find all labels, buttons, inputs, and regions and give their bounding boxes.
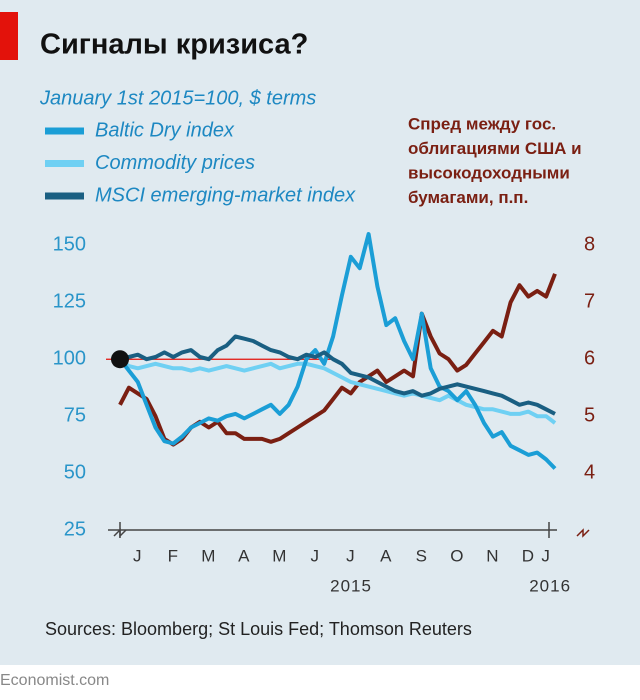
x-tick-label: J [133, 546, 143, 565]
annotation-line: облигациями США и [408, 139, 582, 158]
series-line [119, 334, 556, 416]
source: Sources: Bloomberg; St Louis Fed; Thomso… [45, 619, 472, 639]
x-tick-label: F [168, 546, 179, 565]
x-tick-label: J [346, 546, 356, 565]
series-line [118, 232, 557, 470]
y-tick-label: 100 [53, 348, 86, 370]
base-point [111, 350, 129, 369]
subtitle: January 1st 2015=100, $ terms [39, 87, 316, 109]
x-tick-label: O [450, 546, 464, 565]
y2-tick-label: 8 [584, 234, 595, 256]
x-tick-label: D [522, 546, 535, 565]
annotation-line: высокодоходными [408, 163, 570, 182]
legend-label: MSCI emerging-market index [95, 184, 356, 206]
annotation: Спред между гос. облигациями США и высокод… [408, 114, 582, 207]
axis-break [576, 528, 590, 538]
annotation-line: бумагами, п.п. [408, 188, 528, 207]
year-label: 2015 [330, 576, 372, 595]
footer: Economist.com [0, 672, 109, 689]
y-tick-label: 75 [64, 404, 86, 426]
y-tick-label: 25 [64, 518, 86, 540]
x-tick-label: M [272, 546, 287, 565]
legend-label: Commodity prices [95, 152, 255, 174]
y-tick-label: 150 [53, 234, 86, 256]
x-tick-label: J [541, 546, 551, 565]
x-tick-label: A [238, 546, 250, 565]
x-tick-label: S [416, 546, 428, 565]
series-line [118, 357, 557, 425]
y-tick-label: 50 [64, 461, 86, 483]
year-label: 2016 [529, 576, 571, 595]
x-tick-label: J [311, 546, 321, 565]
red-tag [0, 12, 18, 60]
y2-tick-label: 6 [584, 348, 595, 370]
y2-tick-label: 5 [584, 404, 595, 426]
background [0, 0, 640, 665]
x-tick-label: N [486, 546, 499, 565]
x-tick-label: A [380, 546, 392, 565]
legend-label: Baltic Dry index [95, 119, 235, 141]
y-tick-label: 125 [53, 291, 86, 313]
annotation-line: Спред между гос. [408, 114, 556, 133]
chart-title: Сигналы кризиса? [40, 29, 308, 61]
x-tick-label: M [201, 546, 216, 565]
y2-tick-label: 7 [584, 291, 595, 313]
y2-tick-label: 4 [584, 461, 595, 483]
